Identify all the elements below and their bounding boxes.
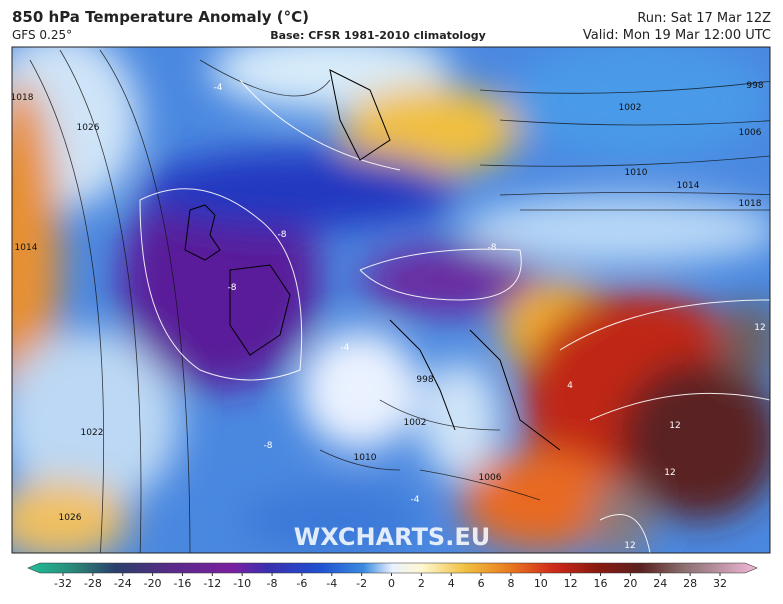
- anomaly-label: -4: [411, 495, 420, 505]
- colorbar-tick-label: 8: [507, 577, 514, 590]
- colorbar-tick-label: 6: [478, 577, 485, 590]
- colorbar-tick-label: -8: [267, 577, 278, 590]
- colorbar-tick-label: 0: [388, 577, 395, 590]
- anomaly-label: 4: [567, 381, 573, 391]
- anomaly-label: -8: [278, 230, 287, 240]
- colorbar-tick-label: -32: [54, 577, 72, 590]
- colorbar-tick-label: 2: [418, 577, 425, 590]
- colorbar-tick-label: -6: [296, 577, 307, 590]
- isobar-label: 998: [416, 375, 433, 385]
- isobar-label: 1002: [404, 418, 427, 428]
- title: 850 hPa Temperature Anomaly (°C): [12, 8, 309, 26]
- run: Run: Sat 17 Mar 12Z: [637, 11, 771, 26]
- valid: Valid: Mon 19 Mar 12:00 UTC: [583, 28, 771, 43]
- map: 1018 1026 1014 1022 1026 998 1002 1006 1010 1014 1…: [11, 47, 770, 553]
- anomaly-label: -8: [264, 441, 273, 451]
- isobar-label: 1026: [59, 513, 82, 523]
- isobar-label: 1006: [739, 128, 762, 138]
- anomaly-label: -4: [214, 83, 223, 93]
- model: GFS 0.25°: [12, 28, 72, 42]
- anomaly-label: -4: [341, 343, 350, 353]
- colorbar-tick-label: 16: [594, 577, 608, 590]
- isobar-label: 1018: [739, 199, 762, 209]
- anomaly-label: 12: [754, 323, 765, 333]
- colorbar-tick-label: -16: [173, 577, 191, 590]
- isobar-label: 1014: [15, 243, 38, 253]
- colorbar-tick-label: -4: [326, 577, 337, 590]
- colorbar-tick-label: 24: [653, 577, 667, 590]
- map-frame: [11, 46, 771, 554]
- colorbar-tick-label: 4: [448, 577, 455, 590]
- colorbar-tick-label: 20: [623, 577, 637, 590]
- colorbar-tick-label: -24: [114, 577, 132, 590]
- isobar-label: 1010: [354, 453, 377, 463]
- isobar-label: 998: [746, 81, 763, 91]
- isobar-label: 1022: [81, 428, 104, 438]
- isobar-label: 1018: [11, 93, 34, 103]
- colorbar-tick-label: -12: [203, 577, 221, 590]
- colorbar-tick-label: 10: [534, 577, 548, 590]
- isobar-label: 1014: [677, 181, 700, 191]
- isobar-label: 1002: [619, 103, 642, 113]
- colorbar-tick-label: -28: [84, 577, 102, 590]
- anomaly-label: -8: [488, 243, 497, 253]
- anomaly-label: 12: [669, 421, 680, 431]
- colorbar-tick-label: -20: [144, 577, 162, 590]
- isobar-label: 1006: [479, 473, 502, 483]
- anomaly-label: -8: [228, 283, 237, 293]
- anomaly-label: 12: [664, 468, 675, 478]
- colorbar-tick-label: -2: [356, 577, 367, 590]
- anomaly-label: 12: [624, 541, 635, 551]
- colorbar-tick-label: 28: [683, 577, 697, 590]
- isobar-label: 1010: [625, 168, 648, 178]
- base: Base: CFSR 1981-2010 climatology: [270, 29, 486, 42]
- colorbar: [27, 562, 758, 574]
- colorbar-tick-label: -10: [233, 577, 251, 590]
- watermark: WXCHARTS.EU: [294, 523, 490, 551]
- colorbar-tick-label: 32: [713, 577, 727, 590]
- isobar-label: 1026: [77, 123, 100, 133]
- colorbar-tick-label: 12: [564, 577, 578, 590]
